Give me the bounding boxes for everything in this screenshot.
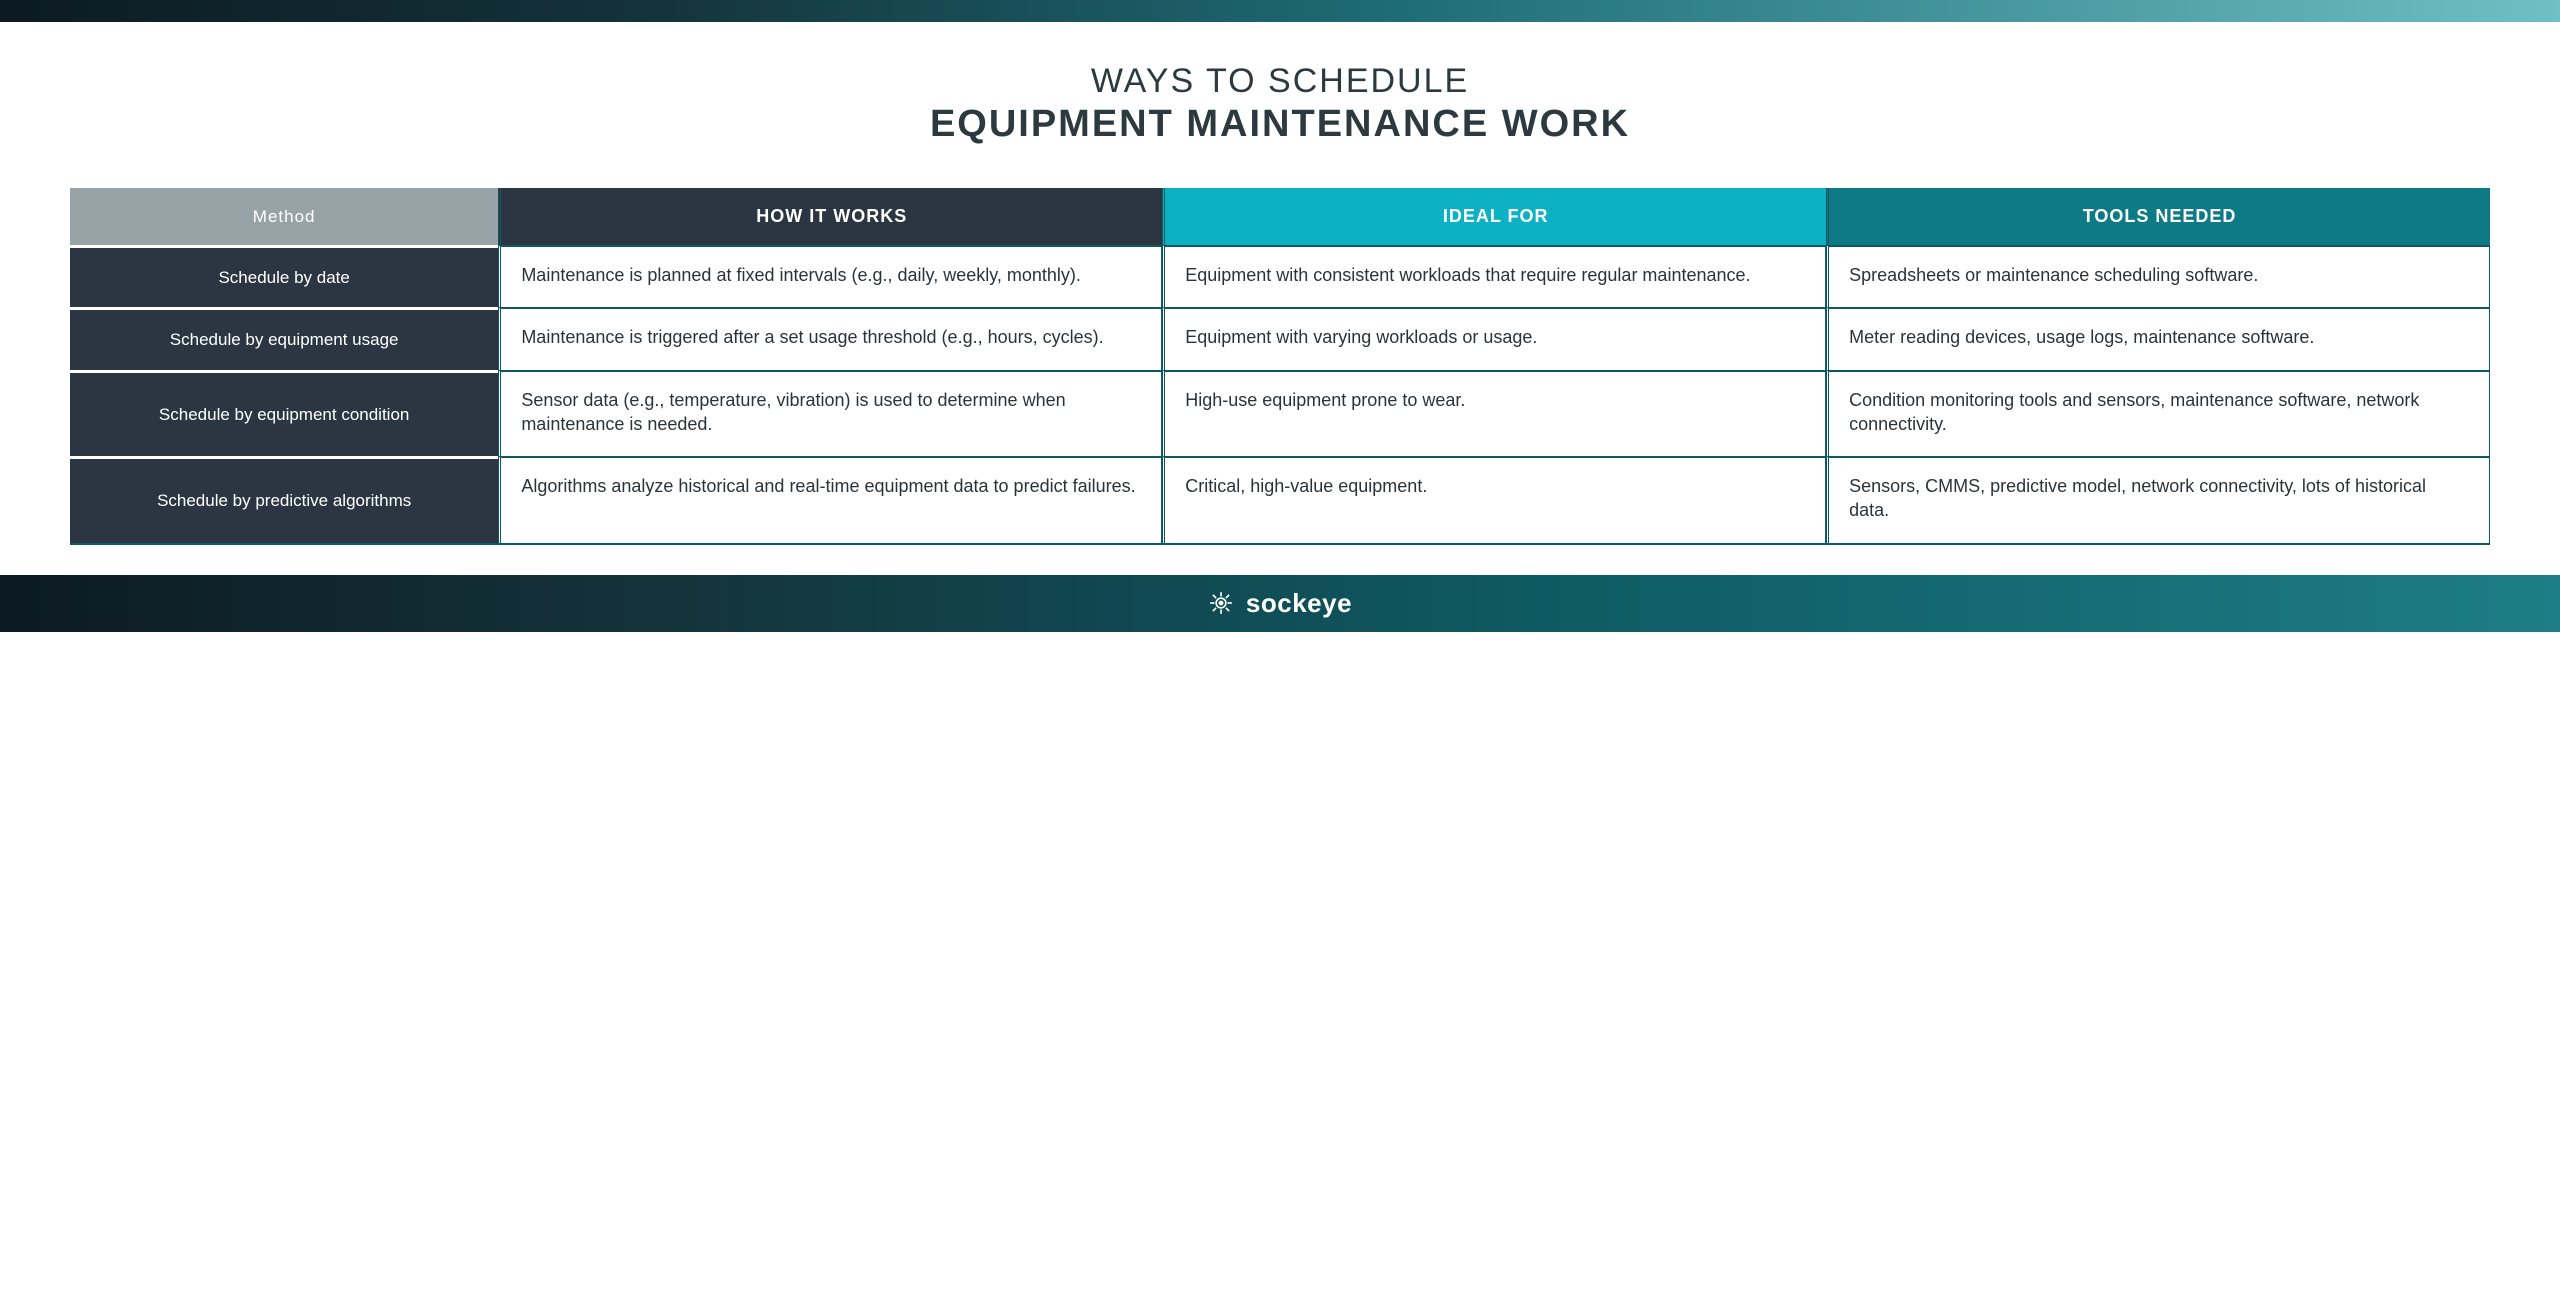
- table-cell-tools: Spreadsheets or maintenance scheduling s…: [1826, 245, 2490, 307]
- infographic-page: WAYS TO SCHEDULE EQUIPMENT MAINTENANCE W…: [0, 0, 2560, 632]
- table-row-method: Schedule by predictive algorithms: [70, 456, 498, 543]
- title-line-2: EQUIPMENT MAINTENANCE WORK: [70, 103, 2490, 146]
- table-row-method: Schedule by equipment condition: [70, 370, 498, 457]
- table-cell-ideal: High-use equipment prone to wear.: [1162, 370, 1826, 457]
- schedule-table: Method HOW IT WORKS IDEAL FOR TOOLS NEED…: [70, 188, 2490, 545]
- table-cell-ideal: Critical, high-value equipment.: [1162, 456, 1826, 543]
- title-block: WAYS TO SCHEDULE EQUIPMENT MAINTENANCE W…: [70, 62, 2490, 146]
- table-header-how: HOW IT WORKS: [498, 188, 1162, 245]
- table-header-method: Method: [70, 188, 498, 245]
- footer-bar: sockeye: [0, 575, 2560, 632]
- table-cell-how: Maintenance is planned at fixed interval…: [498, 245, 1162, 307]
- table-cell-how: Sensor data (e.g., temperature, vibratio…: [498, 370, 1162, 457]
- table-cell-how: Maintenance is triggered after a set usa…: [498, 307, 1162, 369]
- brand-name: sockeye: [1246, 588, 1352, 619]
- table-cell-tools: Sensors, CMMS, predictive model, network…: [1826, 456, 2490, 543]
- table-cell-tools: Meter reading devices, usage logs, maint…: [1826, 307, 2490, 369]
- table-cell-tools: Condition monitoring tools and sensors, …: [1826, 370, 2490, 457]
- table-header-ideal: IDEAL FOR: [1162, 188, 1826, 245]
- title-line-1: WAYS TO SCHEDULE: [70, 62, 2490, 101]
- content-area: WAYS TO SCHEDULE EQUIPMENT MAINTENANCE W…: [0, 22, 2560, 575]
- table-row-method: Schedule by date: [70, 245, 498, 307]
- gear-eye-icon: [1208, 590, 1234, 616]
- table-cell-ideal: Equipment with varying workloads or usag…: [1162, 307, 1826, 369]
- table-cell-how: Algorithms analyze historical and real-t…: [498, 456, 1162, 543]
- table-row-method: Schedule by equipment usage: [70, 307, 498, 369]
- top-gradient-bar: [0, 0, 2560, 22]
- table-header-tools: TOOLS NEEDED: [1826, 188, 2490, 245]
- table-cell-ideal: Equipment with consistent workloads that…: [1162, 245, 1826, 307]
